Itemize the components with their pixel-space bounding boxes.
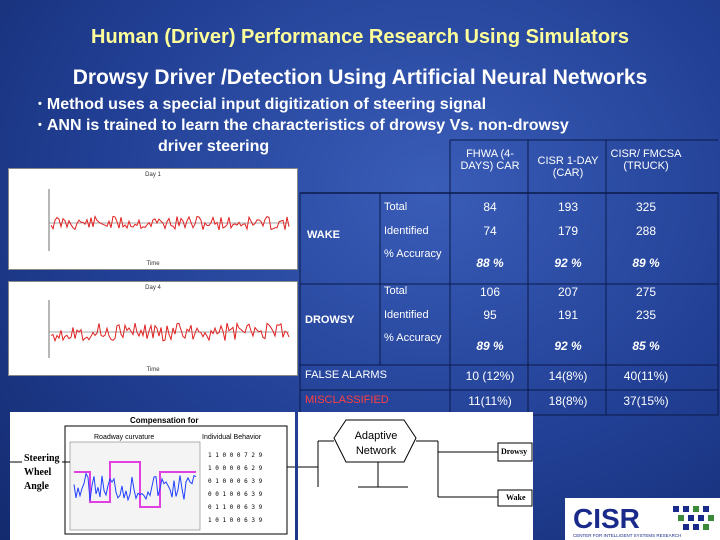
cell-wake-total-fhwa: 84 <box>483 200 497 214</box>
cell-wake-total-cisr: 193 <box>557 200 579 214</box>
col-header-cisr-1day: CISR 1-DAY (CAR) <box>537 155 599 179</box>
diagram-input-wheel: Wheel <box>24 467 52 478</box>
cell-false-alarms-fhwa: 10 (12%) <box>465 369 515 383</box>
svg-text:1 0 0 0 0 6 2 9: 1 0 0 0 0 6 2 9 <box>208 465 263 472</box>
network-label-network: Network <box>355 445 397 457</box>
diagram-input-angle: Angle <box>24 481 49 492</box>
bullet-2-continued: driver steering <box>158 138 270 155</box>
plot-graphic-day1 <box>48 189 290 251</box>
cell-drowsy-accuracy-truck: 85 % <box>632 339 660 353</box>
cell-wake-identified-fhwa: 74 <box>483 224 497 238</box>
diagram-individual-label: Individual Behavior <box>202 434 262 441</box>
compensation-diagram: 1 1 0 0 0 7 2 9 1 0 0 0 0 6 2 9 0 1 0 0 … <box>10 412 295 540</box>
cisr-logo-graphic: CISR CENTER FOR INTELLIGENT SYSTEMS RESE… <box>573 503 714 538</box>
cell-misclassified-truck: 37(15%) <box>623 394 669 408</box>
cell-wake-identified-truck: 288 <box>635 224 657 238</box>
cell-drowsy-identified-cisr: 191 <box>557 308 579 322</box>
cell-wake-accuracy-fhwa: 88 % <box>476 256 504 270</box>
output-drowsy: Drowsy <box>501 447 528 456</box>
cell-drowsy-total-truck: 275 <box>635 285 657 299</box>
cell-drowsy-identified-fhwa: 95 <box>483 308 497 322</box>
row-label-wake-identified: Identified <box>384 225 429 237</box>
cisr-logo: CISR CENTER FOR INTELLIGENT SYSTEMS RESE… <box>565 498 720 540</box>
row-label-false-alarms: FALSE ALARMS <box>305 369 387 381</box>
cell-drowsy-total-cisr: 207 <box>557 285 579 299</box>
cisr-logo-text: CISR <box>573 503 640 534</box>
diagram-roadway-label: Roadway curvature <box>94 434 155 441</box>
col-header-fhwa: FHWA (4-DAYS) CAR <box>460 148 520 172</box>
slide-title: Human (Driver) Performance Research Usin… <box>91 26 629 48</box>
row-label-wake-total: Total <box>384 201 408 213</box>
network-graphic <box>298 419 533 507</box>
row-label-drowsy-accuracy: % Accuracy <box>384 332 442 344</box>
diagram-input-label: Steering Wheel Angle <box>24 452 60 494</box>
cell-drowsy-total-fhwa: 106 <box>479 285 501 299</box>
plot-graphic-day4 <box>48 300 290 358</box>
diagram-compensation-label: Compensation for <box>130 416 199 425</box>
cell-misclassified-fhwa: 11(11%) <box>468 394 512 408</box>
cell-drowsy-accuracy-cisr: 92 % <box>554 339 582 353</box>
network-label: Adaptive Network <box>348 429 404 459</box>
cell-wake-accuracy-cisr: 92 % <box>554 256 582 270</box>
network-label-adaptive: Adaptive <box>354 430 398 442</box>
bullet-1: • Method uses a special input digitizatio… <box>38 96 487 113</box>
steering-plot-day4: Day 4 Time <box>8 281 298 376</box>
svg-text:1 0 1 0 0 6 3 9: 1 0 1 0 0 6 3 9 <box>208 517 263 524</box>
svg-text:0 0 1 0 0 6 3 9: 0 0 1 0 0 6 3 9 <box>208 491 263 498</box>
slide-subtitle: Drowsy Driver /Detection Using Artificia… <box>72 66 648 89</box>
cell-misclassified-cisr: 18(8%) <box>548 394 588 408</box>
group-drowsy: DROWSY <box>305 314 355 326</box>
output-wake: Wake <box>506 493 526 502</box>
cell-wake-identified-cisr: 179 <box>557 224 579 238</box>
row-label-misclassified: MISCLASSIFIED <box>305 394 389 406</box>
bullet-2: • ANN is trained to learn the characteris… <box>38 117 569 134</box>
row-label-drowsy-total: Total <box>384 285 408 297</box>
cell-wake-total-truck: 325 <box>635 200 657 214</box>
adaptive-network-diagram: Adaptive Network Drowsy Wake <box>298 412 533 540</box>
row-label-drowsy-identified: Identified <box>384 309 429 321</box>
diagram-input-steering: Steering <box>24 453 60 464</box>
plot-xlabel-day1: Time <box>146 261 160 267</box>
row-label-wake-accuracy: % Accuracy <box>384 248 442 260</box>
cell-false-alarms-cisr: 14(8%) <box>548 369 588 383</box>
plot-title-day1: Day 1 <box>145 172 161 178</box>
cell-wake-accuracy-truck: 89 % <box>632 256 660 270</box>
plot-xlabel-day4: Time <box>146 367 160 373</box>
svg-text:1 1 0 0 0 7 2 9: 1 1 0 0 0 7 2 9 <box>208 452 263 459</box>
group-wake: WAKE <box>307 229 340 241</box>
cell-drowsy-identified-truck: 235 <box>635 308 657 322</box>
col-header-cisr-fmcsa: CISR/ FMCSA (TRUCK) <box>610 148 682 172</box>
svg-text:0 1 1 0 0 6 3 9: 0 1 1 0 0 6 3 9 <box>208 504 263 511</box>
cell-false-alarms-truck: 40(11%) <box>623 369 669 383</box>
svg-text:0 1 0 0 0 6 3 9: 0 1 0 0 0 6 3 9 <box>208 478 263 485</box>
cisr-logo-tagline: CENTER FOR INTELLIGENT SYSTEMS RESEARCH <box>573 533 681 538</box>
compensation-graphic: 1 1 0 0 0 7 2 9 1 0 0 0 0 6 2 9 0 1 0 0 … <box>10 425 295 535</box>
steering-plot-day1: Day 1 Time <box>8 168 298 270</box>
plot-title-day4: Day 4 <box>145 285 161 291</box>
cell-drowsy-accuracy-fhwa: 89 % <box>476 339 504 353</box>
